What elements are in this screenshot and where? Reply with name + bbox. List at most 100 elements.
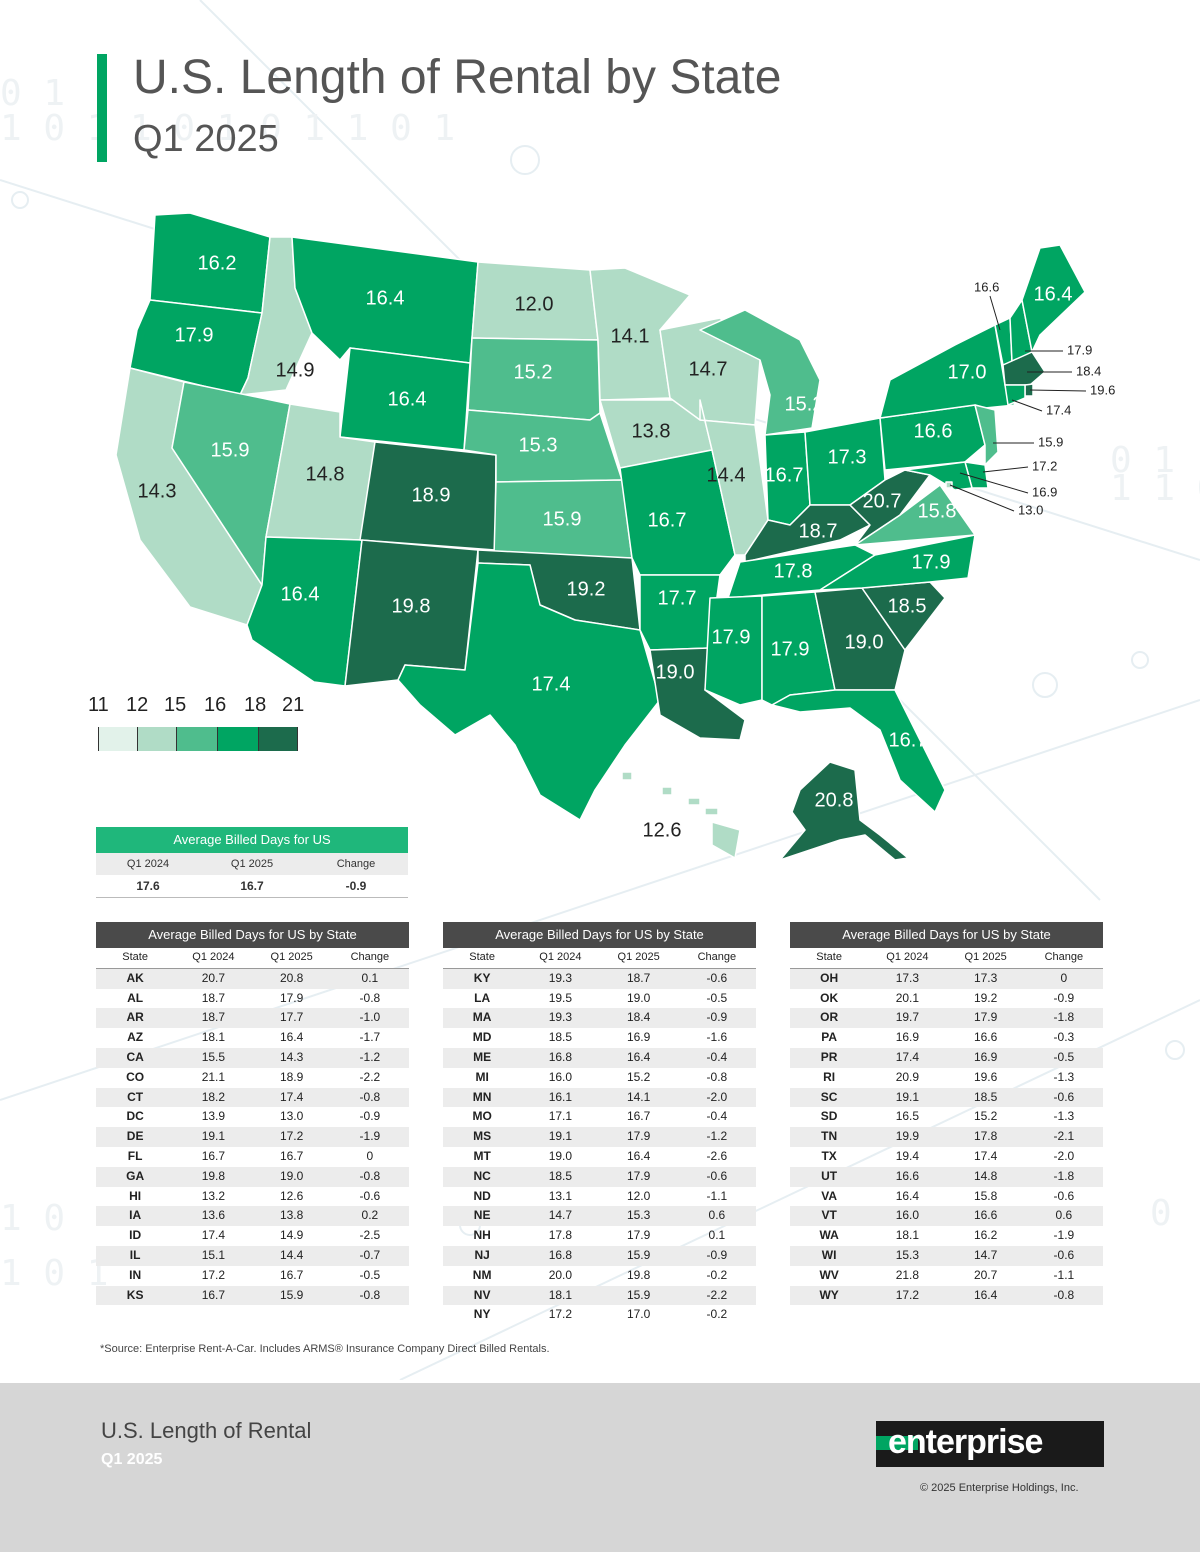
map-label-nc: 17.9	[912, 551, 951, 573]
table-row: AZ 18.1 16.4 -1.7	[96, 1028, 409, 1048]
table-cell: 16.6	[895, 1168, 920, 1183]
state-code: ME	[473, 1049, 492, 1064]
table-cell: 17.4	[973, 1148, 998, 1163]
state-code: NE	[473, 1208, 491, 1223]
table-row: WA 18.1 16.2 -1.9	[790, 1226, 1103, 1246]
state-code: KS	[126, 1287, 144, 1302]
table-cell: -0.8	[706, 1069, 728, 1084]
table-cell: -1.8	[1053, 1010, 1075, 1025]
table-row: OR 19.7 17.9 -1.8	[790, 1008, 1103, 1029]
footer-subtitle: Q1 2025	[101, 1451, 163, 1468]
table-cell: 14.9	[279, 1228, 304, 1243]
callout-label-vt: 16.6	[974, 279, 999, 294]
state-code: LA	[474, 990, 491, 1005]
table-cell: -0.4	[706, 1049, 728, 1064]
column-header: Q1 2024	[539, 951, 582, 963]
us-value: 16.7	[240, 879, 264, 893]
state-code: VT	[821, 1208, 837, 1223]
table-cell: 16.7	[279, 1267, 304, 1282]
table-cell: 15.8	[973, 1188, 998, 1203]
state-AK	[779, 761, 909, 861]
table-cell: 16.1	[548, 1089, 573, 1104]
table-row: KS 16.7 15.9 -0.8	[96, 1285, 409, 1306]
table-cell: 13.6	[201, 1208, 226, 1223]
table-cell: 19.0	[279, 1168, 304, 1183]
table-cell: -0.8	[1053, 1287, 1075, 1302]
table-cell: 17.4	[895, 1049, 920, 1064]
table-row: ND 13.1 12.0 -1.1	[443, 1187, 756, 1207]
table-cell: 14.7	[548, 1208, 573, 1223]
state-code: AK	[126, 970, 144, 985]
column-header: Q1 2025	[270, 951, 313, 963]
map-legend: 11 12 15 16 18 21	[88, 694, 304, 764]
table-cell: 18.5	[973, 1089, 998, 1104]
state-code: OH	[820, 970, 839, 985]
column-header: State	[816, 951, 842, 963]
column-header: Q1 2024	[192, 951, 235, 963]
page-subtitle: Q1 2025	[133, 118, 279, 160]
table-cell: 16.8	[548, 1247, 573, 1262]
column-header: Change	[350, 951, 390, 963]
table-cell: 16.4	[626, 1049, 651, 1064]
table-cell: 19.8	[201, 1168, 226, 1183]
table-cell: 19.1	[548, 1129, 573, 1144]
table-cell: 19.1	[895, 1089, 920, 1104]
map-label-id: 14.9	[276, 359, 315, 381]
table-cell: 21.8	[895, 1267, 920, 1282]
legend-swatch	[218, 727, 259, 751]
state-table-columns: State Q1 2024 Q1 2025 Change	[443, 948, 756, 969]
table-cell: -2.2	[706, 1287, 728, 1302]
table-cell: 19.9	[895, 1129, 920, 1144]
state-code: SD	[820, 1109, 838, 1124]
table-cell: 15.1	[201, 1247, 226, 1262]
copyright: © 2025 Enterprise Holdings, Inc.	[920, 1482, 1079, 1494]
map-label-az: 16.4	[281, 583, 320, 605]
table-cell: 17.1	[548, 1109, 573, 1124]
table-row: IN 17.2 16.7 -0.5	[96, 1266, 409, 1286]
table-cell: 19.1	[201, 1129, 226, 1144]
svg-text:1 0 1: 1 0 1	[0, 1253, 108, 1294]
table-cell: -1.3	[1053, 1069, 1075, 1084]
source-note: *Source: Enterprise Rent-A-Car. Includes…	[100, 1343, 550, 1355]
map-label-wy: 16.4	[388, 388, 427, 410]
map-label-va: 15.8	[918, 500, 957, 522]
table-cell: -0.2	[706, 1307, 728, 1322]
state-code: WI	[821, 1247, 837, 1262]
logo-stripe	[876, 1436, 918, 1450]
legend-break-label: 12	[126, 694, 149, 716]
state-DC	[945, 481, 953, 489]
state-table-title: Average Billed Days for US by State	[790, 922, 1103, 948]
table-cell: -0.5	[359, 1267, 381, 1282]
table-row: NJ 16.8 15.9 -0.9	[443, 1245, 756, 1266]
column-header: Q1 2025	[230, 858, 274, 870]
table-cell: 19.2	[973, 990, 998, 1005]
state-code: AL	[127, 990, 144, 1005]
table-cell: -1.1	[706, 1188, 728, 1203]
svg-text:0: 0	[1150, 1193, 1172, 1234]
table-cell: -0.2	[706, 1267, 728, 1282]
table-cell: 14.4	[279, 1247, 304, 1262]
table-row: NC 18.5 17.9 -0.6	[443, 1166, 756, 1187]
state-code: IA	[129, 1208, 142, 1223]
table-row: NM 20.0 19.8 -0.2	[443, 1266, 756, 1286]
table-cell: 15.3	[895, 1247, 920, 1262]
table-row: IL 15.1 14.4 -0.7	[96, 1245, 409, 1266]
legend-swatch	[177, 727, 218, 751]
table-cell: -1.9	[359, 1129, 381, 1144]
table-cell: 18.5	[548, 1168, 573, 1183]
table-row: MI 16.0 15.2 -0.8	[443, 1068, 756, 1088]
callout-line-vt	[989, 295, 1001, 331]
table-cell: 14.1	[626, 1089, 651, 1104]
table-cell: -0.6	[1053, 1188, 1075, 1203]
state-code: CO	[126, 1069, 145, 1084]
table-cell: 0.6	[1055, 1208, 1073, 1223]
table-cell: 20.0	[548, 1267, 573, 1282]
column-header: Q1 2024	[886, 951, 929, 963]
table-row: WY 17.2 16.4 -0.8	[790, 1285, 1103, 1306]
callout-label-ma: 18.4	[1076, 363, 1101, 378]
state-code: FL	[127, 1148, 143, 1163]
table-cell: -1.2	[706, 1129, 728, 1144]
state-code: MT	[473, 1148, 491, 1163]
table-cell: 19.5	[548, 990, 573, 1005]
state-code: CT	[127, 1089, 144, 1104]
